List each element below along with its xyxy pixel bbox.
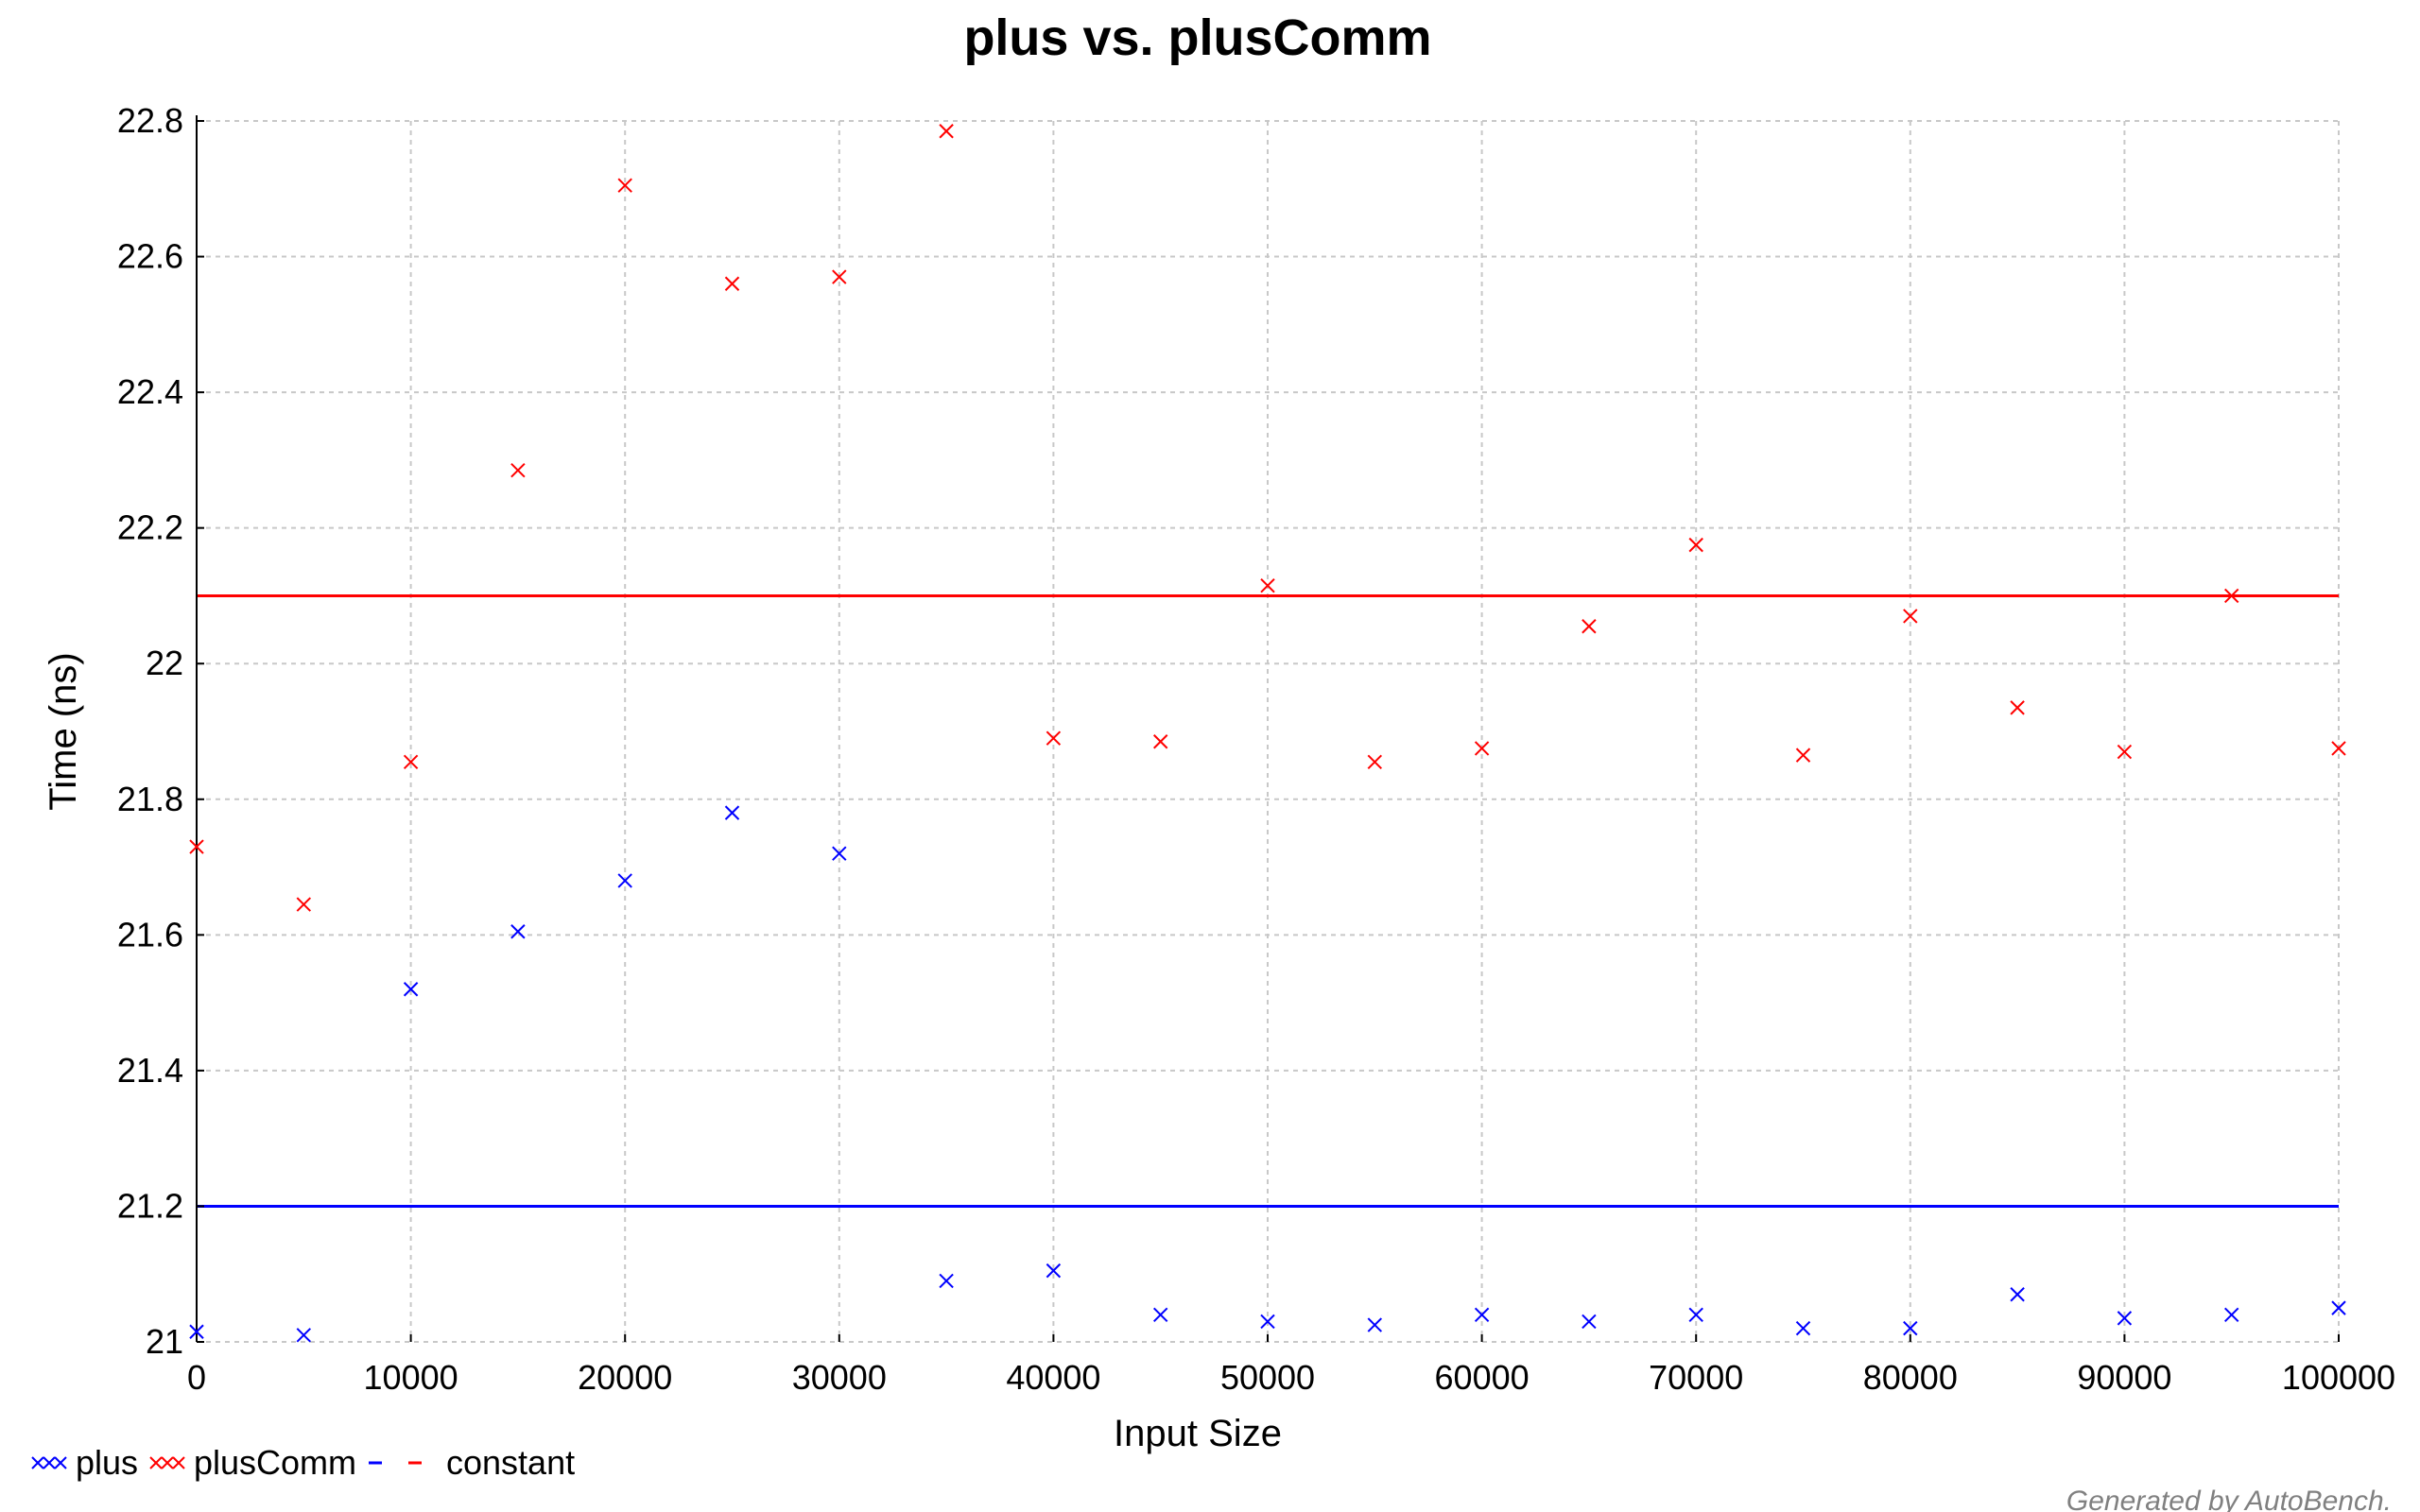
x-tick-label: 0: [187, 1358, 206, 1397]
legend-item-pluscomm: plusComm: [149, 1443, 356, 1482]
plusComm-point: [1903, 609, 1918, 624]
plusComm-point: [1367, 754, 1383, 770]
y-tick-label: 21.8: [117, 780, 183, 818]
plusComm-point: [1260, 577, 1275, 593]
x-tick-label: 70000: [1649, 1358, 1743, 1397]
plus-point: [1046, 1263, 1062, 1279]
legend-item-plus: plus: [31, 1443, 138, 1482]
legend-marker-icon: [149, 1456, 163, 1469]
plus-point: [403, 982, 419, 997]
plus-point: [1582, 1314, 1597, 1330]
x-axis-label: Input Size: [1114, 1413, 1282, 1454]
plusComm-point: [617, 178, 632, 193]
legend-marker-icon: [31, 1456, 44, 1469]
plusComm-point: [939, 124, 954, 139]
plus-point: [617, 873, 632, 888]
plusComm-point: [189, 839, 204, 854]
y-tick-label: 22.6: [117, 237, 183, 276]
plus-point: [1795, 1320, 1811, 1336]
plus-point: [2331, 1300, 2346, 1315]
plus-point: [2010, 1287, 2025, 1302]
y-tick-label: 22.4: [117, 372, 183, 411]
plus-point: [2117, 1311, 2133, 1326]
y-tick-label: 21.2: [117, 1186, 183, 1225]
plus-point: [1688, 1307, 1703, 1322]
legend-item-constant: constant: [369, 1443, 575, 1482]
legend-label: constant: [446, 1443, 575, 1482]
footer-note: Generated by AutoBench.: [2066, 1486, 2392, 1512]
plus-point: [189, 1324, 204, 1339]
plus-point: [1474, 1307, 1490, 1322]
constant-lines: [197, 593, 2339, 1208]
plusComm-point: [2010, 700, 2025, 715]
x-tick-label: 60000: [1435, 1358, 1530, 1397]
y-tick-label: 22.8: [117, 101, 183, 140]
y-tick-label: 21.6: [117, 915, 183, 954]
plus-point: [296, 1328, 312, 1343]
plusComm-point: [1795, 747, 1811, 763]
plusComm-point: [832, 269, 847, 284]
plusComm-point: [510, 462, 526, 478]
x-ticks: 0 10000 20000 30000 40000 50000 60000 70000 8000…: [187, 1334, 2395, 1397]
x-tick-label: 30000: [792, 1358, 887, 1397]
x-tick-label: 20000: [578, 1358, 672, 1397]
chart-title: plus vs. plusComm: [963, 9, 1431, 66]
series-markers: [189, 124, 2346, 1343]
plusComm-point: [2117, 744, 2133, 760]
plusComm-point: [1046, 730, 1062, 746]
x-tick-label: 40000: [1006, 1358, 1100, 1397]
y-axis-label: Time (ns): [43, 652, 84, 810]
y-tick-label: 21: [146, 1322, 183, 1361]
y-tick-label: 22.2: [117, 508, 183, 547]
plus-point: [2223, 1307, 2239, 1322]
x-tick-label: 50000: [1220, 1358, 1315, 1397]
legend-marker-icon: [161, 1456, 174, 1469]
legend-marker-icon: [43, 1456, 56, 1469]
legend-marker-icon: [54, 1456, 67, 1469]
grid: [196, 120, 2340, 1343]
plusComm-point: [296, 897, 312, 912]
legend-marker-icon: [172, 1456, 185, 1469]
x-tick-label: 100000: [2282, 1358, 2395, 1397]
plus-point: [832, 846, 847, 861]
legend-label: plus: [76, 1443, 138, 1482]
legend: plus plusComm constant: [31, 1443, 575, 1482]
x-tick-label: 90000: [2077, 1358, 2171, 1397]
plusComm-point: [2223, 588, 2239, 604]
plusComm-point: [2331, 741, 2346, 756]
plus-point: [1367, 1317, 1383, 1332]
plus-point: [1152, 1307, 1168, 1322]
plus-point: [724, 805, 740, 820]
legend-label: plusComm: [194, 1443, 356, 1482]
y-ticks: 21 21.2 21.4 21.6 21.8 22 22.2 22.4 22.6 22.8: [117, 101, 204, 1361]
plusComm-point: [1474, 741, 1490, 756]
plusComm-point: [724, 276, 740, 291]
y-tick-label: 22: [146, 644, 183, 682]
y-tick-label: 21.4: [117, 1051, 183, 1090]
x-tick-label: 80000: [1863, 1358, 1958, 1397]
plus-point: [1903, 1320, 1918, 1336]
plusComm-point: [1582, 619, 1597, 634]
plusComm-point: [1152, 734, 1168, 749]
plusComm-point: [403, 754, 419, 770]
plus-point: [1260, 1314, 1275, 1330]
plus-point: [510, 924, 526, 939]
plusComm-point: [1688, 537, 1703, 553]
x-tick-label: 10000: [364, 1358, 458, 1397]
plus-point: [939, 1273, 954, 1289]
